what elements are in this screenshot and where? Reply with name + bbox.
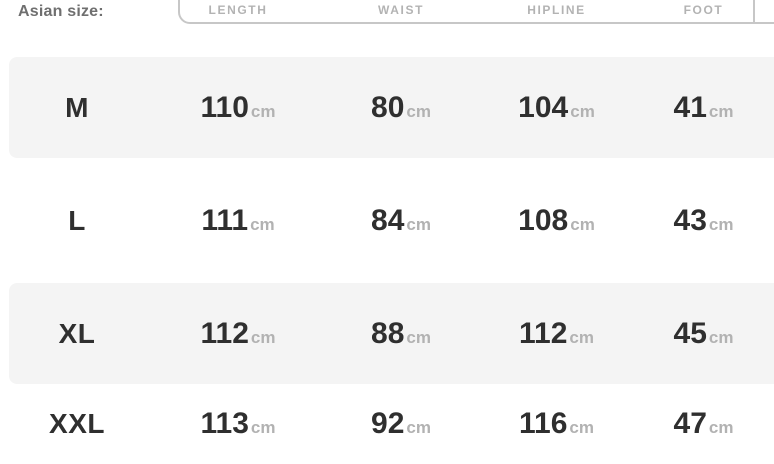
column-header-row: LENGTH WAIST HIPLINE FOOT: [0, 0, 774, 21]
column-header-hipline: HIPLINE: [527, 3, 586, 17]
measurement-unit: cm: [250, 418, 276, 437]
size-label: L: [68, 204, 86, 236]
size-standard-label: Asian size:: [18, 3, 104, 20]
measurement-unit: cm: [708, 327, 734, 347]
waist-value: 92 cm: [322, 407, 480, 441]
table-row-xxl: XXL 113 cm 92 cm 116 cm 47 cm: [0, 384, 774, 464]
measurement-unit: cm: [569, 327, 594, 347]
waist-value: 84 cm: [322, 204, 480, 238]
measurement-unit: cm: [406, 101, 431, 121]
table-row-l: L 111 cm 84 cm 108 cm 43 cm: [0, 158, 774, 283]
measurement-number: 111: [201, 203, 249, 237]
size-label: M: [65, 91, 89, 123]
size-label: XL: [58, 317, 96, 349]
hipline-value: 116 cm: [480, 407, 633, 441]
measurement-unit: cm: [406, 214, 431, 234]
measurement-number: 92: [371, 407, 405, 440]
measurement-unit: cm: [570, 214, 595, 234]
column-header-outline: [178, 0, 774, 24]
size-label: XXL: [49, 408, 105, 439]
column-header-foot: FOOT: [683, 3, 724, 17]
size-chart-header: Asian size: LENGTH WAIST HIPLINE FOOT: [0, 0, 774, 24]
column-header-waist: WAIST: [378, 3, 424, 17]
measurement-number: 41: [673, 90, 707, 124]
measurement-number: 104: [518, 90, 569, 124]
measurement-number: 110: [200, 90, 249, 124]
measurement-unit: cm: [406, 327, 431, 347]
length-value: 110 cm: [154, 91, 322, 125]
foot-value: 47 cm: [633, 407, 774, 441]
header-divider-line: [753, 0, 755, 22]
table-row-xl: XL 112 cm 88 cm 112 cm 45 cm: [0, 283, 774, 384]
measurement-number: 116: [519, 407, 568, 440]
length-value: 112 cm: [154, 317, 322, 351]
measurement-number: 112: [200, 316, 249, 350]
column-header-spacer: [0, 0, 154, 21]
length-value: 113 cm: [154, 407, 322, 441]
measurement-number: 108: [518, 203, 569, 237]
waist-value: 88 cm: [322, 317, 480, 351]
measurement-unit: cm: [569, 418, 594, 437]
measurement-number: 84: [371, 203, 405, 237]
hipline-value: 112 cm: [480, 317, 633, 351]
measurement-unit: cm: [406, 418, 431, 437]
measurement-number: 80: [371, 90, 405, 124]
measurement-unit: cm: [250, 101, 276, 121]
measurement-number: 47: [673, 407, 707, 440]
hipline-value: 104 cm: [480, 91, 633, 125]
table-row-m: M 110 cm 80 cm 104 cm 41 cm: [0, 57, 774, 158]
measurement-unit: cm: [250, 327, 276, 347]
column-header-length: LENGTH: [208, 3, 268, 17]
measurement-unit: cm: [708, 418, 734, 437]
measurement-number: 112: [519, 316, 568, 350]
measurement-unit: cm: [708, 101, 734, 121]
measurement-number: 88: [371, 316, 405, 350]
hipline-value: 108 cm: [480, 204, 633, 238]
waist-value: 80 cm: [322, 91, 480, 125]
length-value: 111 cm: [154, 204, 322, 238]
size-table: M 110 cm 80 cm 104 cm 41 cm L 111 cm 84 …: [0, 24, 774, 464]
measurement-number: 43: [673, 203, 707, 237]
measurement-unit: cm: [708, 214, 734, 234]
foot-value: 43 cm: [633, 204, 774, 238]
measurement-number: 113: [200, 407, 249, 440]
foot-value: 45 cm: [633, 317, 774, 351]
foot-value: 41 cm: [633, 91, 774, 125]
measurement-unit: cm: [570, 101, 595, 121]
measurement-unit: cm: [250, 214, 275, 234]
measurement-number: 45: [673, 316, 707, 350]
